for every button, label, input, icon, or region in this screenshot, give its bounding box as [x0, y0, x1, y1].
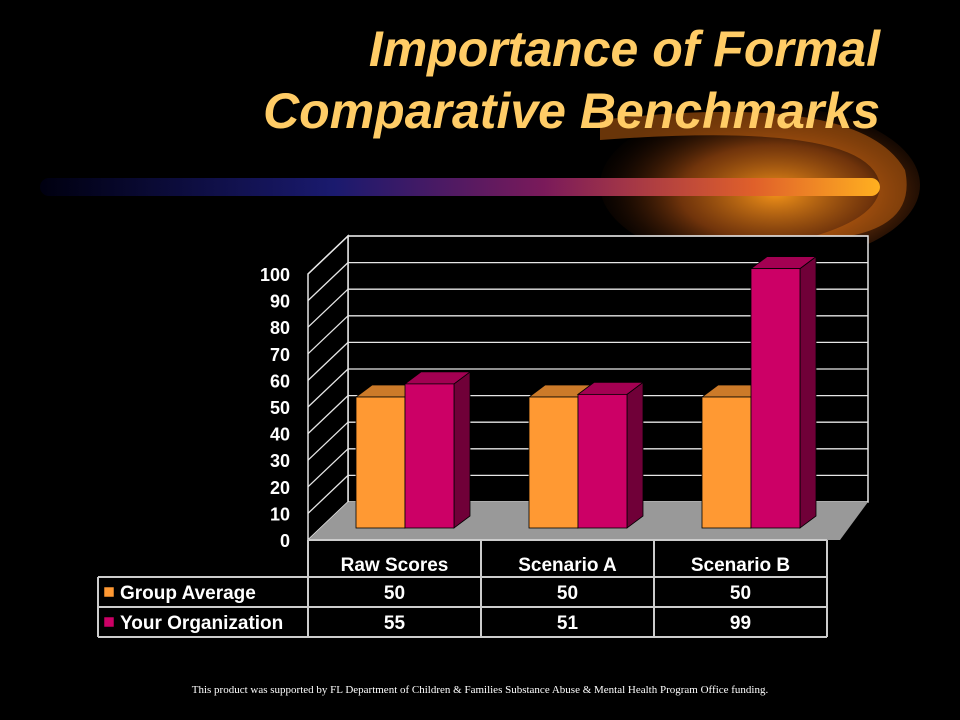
data-table-value: 50 [730, 583, 751, 604]
y-tick-label: 60 [270, 371, 290, 391]
y-tick-label: 50 [270, 398, 290, 418]
legend-swatch [103, 586, 115, 598]
y-tick-label: 100 [260, 265, 290, 285]
y-tick-label: 30 [270, 451, 290, 471]
y-tick-label: 80 [270, 318, 290, 338]
swoosh-bar [40, 178, 880, 196]
bar [750, 268, 801, 529]
gridline-side [307, 395, 349, 435]
legend-entry: Your Organization [120, 613, 283, 634]
y-tick-label: 10 [270, 504, 290, 524]
x-category-label: Scenario A [518, 555, 617, 576]
y-tick-label: 20 [270, 478, 290, 498]
y-tick-label: 70 [270, 345, 290, 365]
x-category-label: Raw Scores [341, 555, 449, 576]
bar-side [453, 371, 471, 529]
slide-title-line1: Importance of Formal [368, 21, 880, 77]
legend-entry: Group Average [120, 583, 256, 604]
bar-side [799, 255, 817, 529]
bar-side [626, 381, 644, 529]
bar [528, 396, 579, 529]
gridline-side [307, 341, 349, 381]
bar [577, 393, 628, 529]
y-tick-label: 90 [270, 292, 290, 312]
bar [701, 396, 752, 529]
gridline-side [307, 315, 349, 355]
data-table-value: 55 [384, 613, 406, 634]
data-table-value: 51 [557, 613, 579, 634]
gridline-side [307, 235, 349, 275]
bar [355, 396, 406, 529]
gridline-side [307, 262, 349, 302]
y-tick-label: 40 [270, 425, 290, 445]
data-table-value: 99 [730, 613, 751, 634]
y-tick-label: 0 [280, 531, 290, 551]
data-table-value: 50 [557, 583, 578, 604]
bar [404, 383, 455, 529]
gridline-side [307, 421, 349, 461]
gridline-side [307, 474, 349, 514]
data-table-value: 50 [384, 583, 405, 604]
gridline-side [307, 368, 349, 408]
x-category-label: Scenario B [691, 555, 790, 576]
legend-swatch [103, 616, 115, 628]
swoosh-arc [600, 111, 907, 241]
slide-title-line2: Comparative Benchmarks [263, 83, 880, 139]
footer-note: This product was supported by FL Departm… [191, 684, 769, 696]
gridline-side [307, 288, 349, 328]
slide-title: Importance of Formal Comparative Benchma… [0, 18, 880, 142]
gridline-side [307, 448, 349, 488]
